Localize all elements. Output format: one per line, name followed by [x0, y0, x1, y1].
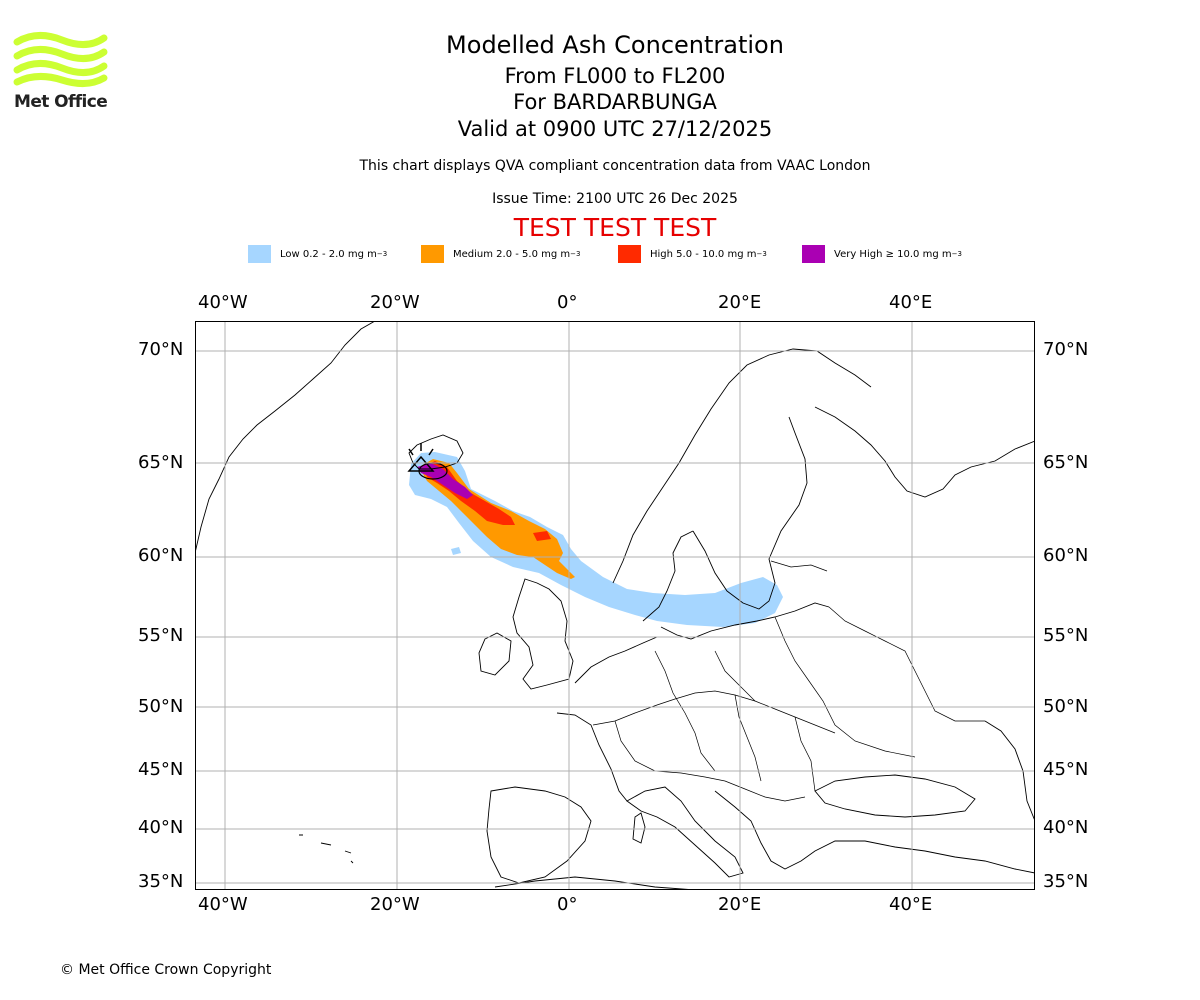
lat-tick-right-45n: 45°N — [1043, 759, 1089, 780]
legend-item-high: High 5.0 - 10.0 mg m −3 — [618, 244, 767, 264]
volcano-name: For BARDARBUNGA — [513, 90, 717, 114]
ash-region-low-speck — [451, 547, 461, 555]
ash-region-very-high — [417, 463, 473, 499]
flight-level-range: From FL000 to FL200 — [504, 64, 726, 88]
lat-tick-left-65n: 65°N — [138, 452, 184, 473]
lon-tick-top-40e: 40°E — [889, 292, 933, 313]
ash-region-high-speck — [533, 531, 551, 541]
valid-time: Valid at 0900 UTC 27/12/2025 — [457, 117, 773, 141]
met-office-logo-text: Met Office — [14, 92, 108, 112]
lon-tick-bottom-20e: 20°E — [718, 894, 762, 915]
legend-label-low: Low 0.2 - 2.0 mg m — [280, 248, 377, 260]
lat-tick-right-65n: 65°N — [1043, 452, 1089, 473]
lat-tick-right-50n: 50°N — [1043, 696, 1089, 717]
legend-item-very-high: Very High ≥ 10.0 mg m −3 — [802, 244, 962, 264]
lon-tick-bottom-0: 0° — [557, 894, 578, 915]
legend-swatch-very-high — [802, 245, 825, 263]
lon-tick-top-40w: 40°W — [198, 292, 248, 313]
legend-exp-very-high: −3 — [951, 250, 962, 258]
lon-tick-top-20w: 20°W — [370, 292, 420, 313]
lon-tick-top-0: 0° — [557, 292, 578, 313]
lon-tick-top-20e: 20°E — [718, 292, 762, 313]
country-borders — [592, 560, 985, 802]
lon-tick-bottom-40e: 40°E — [889, 894, 933, 915]
lat-tick-left-35n: 35°N — [138, 871, 184, 892]
legend-exp-low: −3 — [376, 250, 388, 258]
lat-tick-left-60n: 60°N — [138, 545, 184, 566]
legend-swatch-medium — [421, 245, 444, 263]
lat-tick-right-40n: 40°N — [1043, 817, 1089, 838]
legend-exp-medium: −3 — [570, 250, 581, 258]
legend-label-very-high: Very High ≥ 10.0 mg m — [834, 248, 952, 260]
legend-swatch-low — [248, 245, 271, 263]
test-banner: TEST TEST TEST — [513, 213, 717, 242]
map-frame — [195, 321, 1035, 890]
lat-tick-right-60n: 60°N — [1043, 545, 1089, 566]
lat-tick-left-70n: 70°N — [138, 339, 184, 360]
lat-tick-right-35n: 35°N — [1043, 871, 1089, 892]
legend-item-low: Low 0.2 - 2.0 mg m −3 — [248, 244, 387, 264]
legend-item-medium: Medium 2.0 - 5.0 mg m −3 — [421, 244, 580, 264]
lat-tick-right-70n: 70°N — [1043, 339, 1089, 360]
chart-title: Modelled Ash Concentration — [446, 31, 784, 59]
lon-tick-bottom-20w: 20°W — [370, 894, 420, 915]
graticule — [195, 321, 1035, 890]
lat-tick-left-50n: 50°N — [138, 696, 184, 717]
ash-concentration-map — [195, 321, 1035, 890]
legend-exp-high: −3 — [756, 250, 767, 258]
legend-label-high: High 5.0 - 10.0 mg m — [650, 248, 757, 260]
met-office-logo-icon — [13, 32, 108, 87]
issue-time: Issue Time: 2100 UTC 26 Dec 2025 — [492, 191, 738, 207]
lat-tick-right-55n: 55°N — [1043, 625, 1089, 646]
lat-tick-left-45n: 45°N — [138, 759, 184, 780]
lat-tick-left-40n: 40°N — [138, 817, 184, 838]
chart-description: This chart displays QVA compliant concen… — [359, 158, 871, 174]
copyright-notice: © Met Office Crown Copyright — [60, 962, 272, 978]
legend-swatch-high — [618, 245, 641, 263]
coastlines — [195, 321, 1035, 890]
lon-tick-bottom-40w: 40°W — [198, 894, 248, 915]
legend-label-medium: Medium 2.0 - 5.0 mg m — [453, 248, 571, 260]
lat-tick-left-55n: 55°N — [138, 625, 184, 646]
